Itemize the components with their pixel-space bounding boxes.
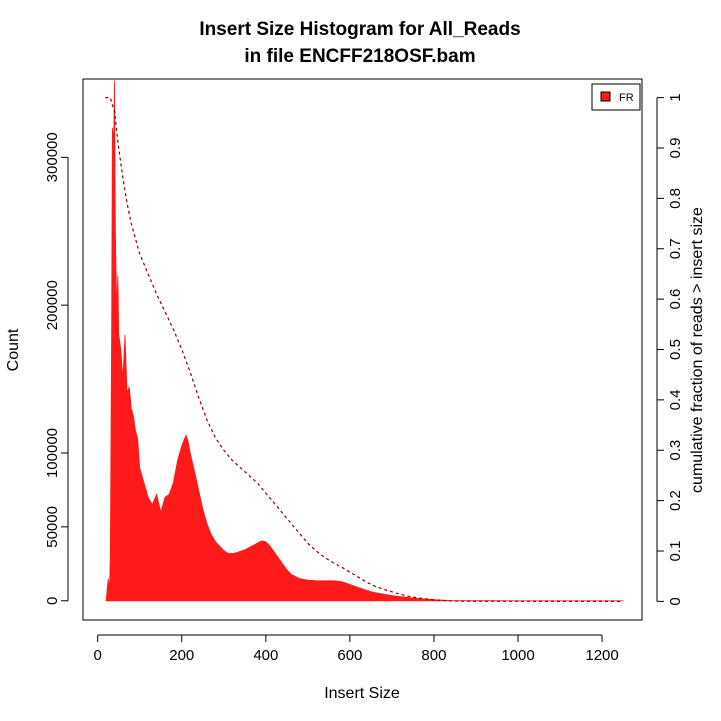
x-axis-label: Insert Size [324, 685, 400, 702]
y-tick-label: 0 [44, 597, 61, 605]
cumulative-layer [105, 96, 624, 603]
y2-tick-label: 0.4 [667, 389, 684, 410]
x-tick-label: 200 [169, 647, 194, 664]
y2-tick-label: 0.7 [667, 238, 684, 259]
y-axis-right: 0 0.1 0.2 0.3 0.4 0.5 0.6 0.7 0.8 0.9 1 [656, 93, 684, 606]
y2-tick-label: 0.6 [667, 289, 684, 310]
y2-tick-label: 0.5 [667, 339, 684, 360]
plot-frame [82, 78, 643, 621]
y-axis-left: 0 50000 100000 200000 300000 [44, 132, 69, 605]
histogram-layer [105, 80, 624, 602]
x-tick-label: 600 [337, 647, 362, 664]
y-axis-label: Count [5, 328, 22, 371]
y2-tick-label: 0.3 [667, 440, 684, 461]
histogram-fr-area [105, 80, 624, 602]
y2-tick-label: 0.9 [667, 138, 684, 159]
y2-axis-label: cumulative fraction of reads > insert si… [689, 207, 706, 493]
legend: FR [591, 83, 641, 111]
y2-tick-label: 1 [667, 93, 684, 101]
y-tick-label: 100000 [44, 428, 61, 478]
x-tick-label: 0 [94, 647, 102, 664]
x-axis: 0 200 400 600 800 1000 1200 [94, 634, 619, 664]
y-tick-label: 200000 [44, 280, 61, 330]
y-tick-label: 50000 [44, 506, 61, 548]
cumulative-fraction-line [105, 96, 624, 603]
chart-title: Insert Size Histogram for All_Reads [199, 19, 520, 40]
legend-label-fr: FR [619, 92, 634, 104]
x-tick-label: 400 [253, 647, 278, 664]
y2-tick-label: 0.1 [667, 541, 684, 562]
x-tick-label: 1200 [585, 647, 618, 664]
x-tick-label: 800 [421, 647, 446, 664]
legend-box [591, 83, 641, 111]
chart-subtitle: in file ENCFF218OSF.bam [244, 46, 475, 67]
y2-tick-label: 0.2 [667, 490, 684, 511]
x-tick-label: 1000 [501, 647, 534, 664]
y-tick-label: 300000 [44, 132, 61, 182]
y2-tick-label: 0 [667, 597, 684, 605]
legend-swatch-fr [600, 91, 611, 102]
y2-tick-label: 0.8 [667, 188, 684, 209]
